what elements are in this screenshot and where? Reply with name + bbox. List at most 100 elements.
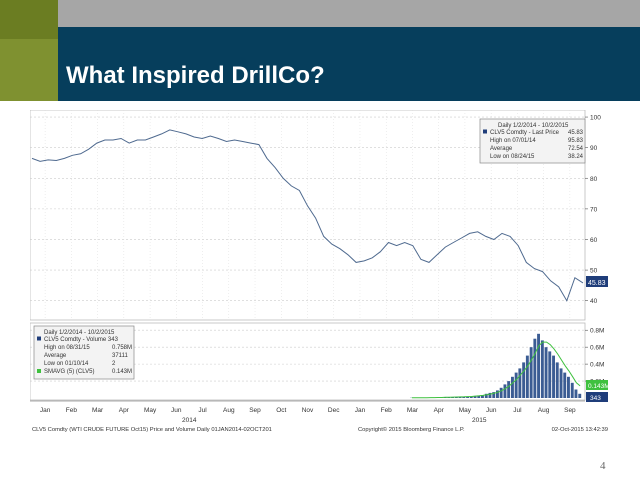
volume-bar <box>552 355 555 398</box>
price-y-tick-label: 100 <box>590 115 601 122</box>
price-legend-row-value: 72.54 <box>568 146 584 152</box>
volume-legend-row-label: High on 08/31/15 <box>44 345 90 351</box>
volume-bar <box>529 347 533 398</box>
price-y-tick-label: 40 <box>590 298 598 305</box>
x-tick-label: Jul <box>198 407 207 414</box>
volume-bar <box>563 372 567 398</box>
x-tick-label: Jun <box>171 407 182 414</box>
volume-legend-row-value: 37111 <box>112 353 128 359</box>
volume-y-tick-label: 0.8M <box>590 328 604 335</box>
volume-legend-row-label: Average <box>44 353 67 359</box>
volume-bar <box>492 392 496 398</box>
x-tick-label: Sep <box>249 407 261 414</box>
year-label-2014: 2014 <box>182 417 197 424</box>
x-tick-label: Jan <box>40 407 51 414</box>
price-legend-box <box>479 118 586 164</box>
price-legend-row-label: CLV5 Comdty - Last Price <box>490 130 560 136</box>
price-y-tick-label: 50 <box>590 268 598 275</box>
volume-y-tick-label: 0.6M <box>590 345 604 352</box>
volume-y-tick-label: 0.4M <box>590 362 604 369</box>
volume-bar <box>540 340 544 398</box>
price-legend-swatch <box>483 129 487 134</box>
volume-last-value-box <box>586 392 608 402</box>
volume-bar <box>548 351 552 398</box>
price-legend-row-label: Low on 08/24/15 <box>490 154 535 160</box>
volume-legend-row-label: Low on 01/10/14 <box>44 361 89 367</box>
volume-bar <box>537 333 540 398</box>
smavg-last-value-box <box>586 380 608 390</box>
volume-last-value-label: 343 <box>590 395 601 402</box>
volume-last-value-tags: 0.143M 343 <box>586 380 610 402</box>
x-tick-label: Feb <box>66 407 78 414</box>
x-tick-label: Aug <box>538 407 550 414</box>
volume-legend-row-value: 0.758M <box>112 345 132 351</box>
price-legend-row-value: 95.83 <box>568 138 584 144</box>
smavg-last-value-label: 0.143M <box>588 383 610 390</box>
price-y-tick-label: 90 <box>590 145 598 152</box>
volume-legend-box <box>33 325 135 380</box>
bloomberg-chart: 100 90 80 70 60 50 40 45.83 Daily 1/2/2014 - 1… <box>30 110 610 433</box>
volume-bar <box>570 382 574 398</box>
volume-legend-header: Daily 1/2/2014 - 10/2/2015 <box>44 330 115 336</box>
volume-y-axis: 0.8M0.6M0.4M0.2M <box>585 328 604 386</box>
chart-footer-right: 02-Oct-2015 13:42:39 <box>552 427 608 433</box>
x-tick-label: Feb <box>381 407 393 414</box>
price-last-value-box <box>586 276 608 287</box>
chart-footer-center: Copyright© 2015 Bloomberg Finance L.P. <box>358 426 465 433</box>
price-legend-row-value: 45.83 <box>568 130 584 136</box>
price-legend-row-label: High on 07/01/14 <box>490 138 536 144</box>
volume-bar <box>507 381 511 398</box>
volume-bar <box>477 395 481 398</box>
x-tick-label: Mar <box>92 407 104 414</box>
smavg-legend-swatch <box>37 369 41 373</box>
price-legend-header: Daily 1/2/2014 - 10/2/2015 <box>498 123 569 129</box>
top-gray-band <box>58 0 640 27</box>
volume-smavg-line <box>411 341 581 399</box>
volume-legend: Daily 1/2/2014 - 10/2/2015 CLV5 Comdty -… <box>33 325 135 380</box>
volume-bar <box>469 396 473 398</box>
title-bar: What Inspired DrillCo? <box>58 27 640 101</box>
volume-bar <box>511 376 514 398</box>
x-axis: Jan Feb Mar Apr May Jun Jul Aug Sep Oct Nov Dec Jan F… <box>30 400 585 414</box>
volume-legend-row-label: SMAVG (5) (CLV5) <box>44 369 94 375</box>
volume-bar <box>578 393 582 398</box>
price-last-value-tag: 45.83 <box>586 276 608 287</box>
volume-bar <box>462 397 466 398</box>
price-last-value-label: 45.83 <box>588 280 606 287</box>
x-tick-label: Mar <box>407 407 419 414</box>
volume-legend-swatch <box>37 336 41 341</box>
volume-bar <box>555 362 559 398</box>
x-tick-label: Apr <box>434 407 445 414</box>
price-legend-row-label: Average <box>490 146 513 152</box>
volume-bar <box>481 395 484 398</box>
volume-bars <box>410 333 582 398</box>
volume-bar <box>567 376 570 398</box>
x-tick-label: Oct <box>276 407 286 414</box>
volume-legend-row-label: CLV5 Comdty - Volume 343 <box>44 337 119 343</box>
page-number: 4 <box>600 460 606 472</box>
price-legend: Daily 1/2/2014 - 10/2/2015 CLV5 Comdty -… <box>479 118 586 164</box>
x-tick-label: May <box>459 407 472 414</box>
x-tick-label: Nov <box>302 407 314 414</box>
volume-bar <box>518 368 522 398</box>
volume-bar <box>499 387 503 398</box>
left-olive-accent <box>0 39 58 101</box>
price-y-tick-label: 70 <box>590 206 598 213</box>
volume-legend-row-value: 0.143M <box>112 369 132 375</box>
price-y-axis: 100 90 80 70 60 50 40 <box>585 115 601 305</box>
volume-bar <box>473 395 477 398</box>
volume-bar <box>488 392 492 398</box>
volume-bar <box>544 347 548 398</box>
volume-bar <box>514 372 518 398</box>
chart-footer-left: CLV5 Comdty (WTI CRUDE FUTURE Oct15) Pri… <box>32 427 272 433</box>
x-tick-label: Apr <box>119 407 130 414</box>
slide-title: What Inspired DrillCo? <box>66 62 325 89</box>
x-tick-label: Sep <box>564 407 576 414</box>
year-label-2015: 2015 <box>472 417 487 424</box>
x-tick-label: Aug <box>223 407 235 414</box>
volume-bar <box>454 397 458 398</box>
price-legend-row-value: 38.24 <box>568 154 584 160</box>
volume-bar <box>484 393 488 398</box>
volume-legend-row-value: 2 <box>112 361 116 367</box>
